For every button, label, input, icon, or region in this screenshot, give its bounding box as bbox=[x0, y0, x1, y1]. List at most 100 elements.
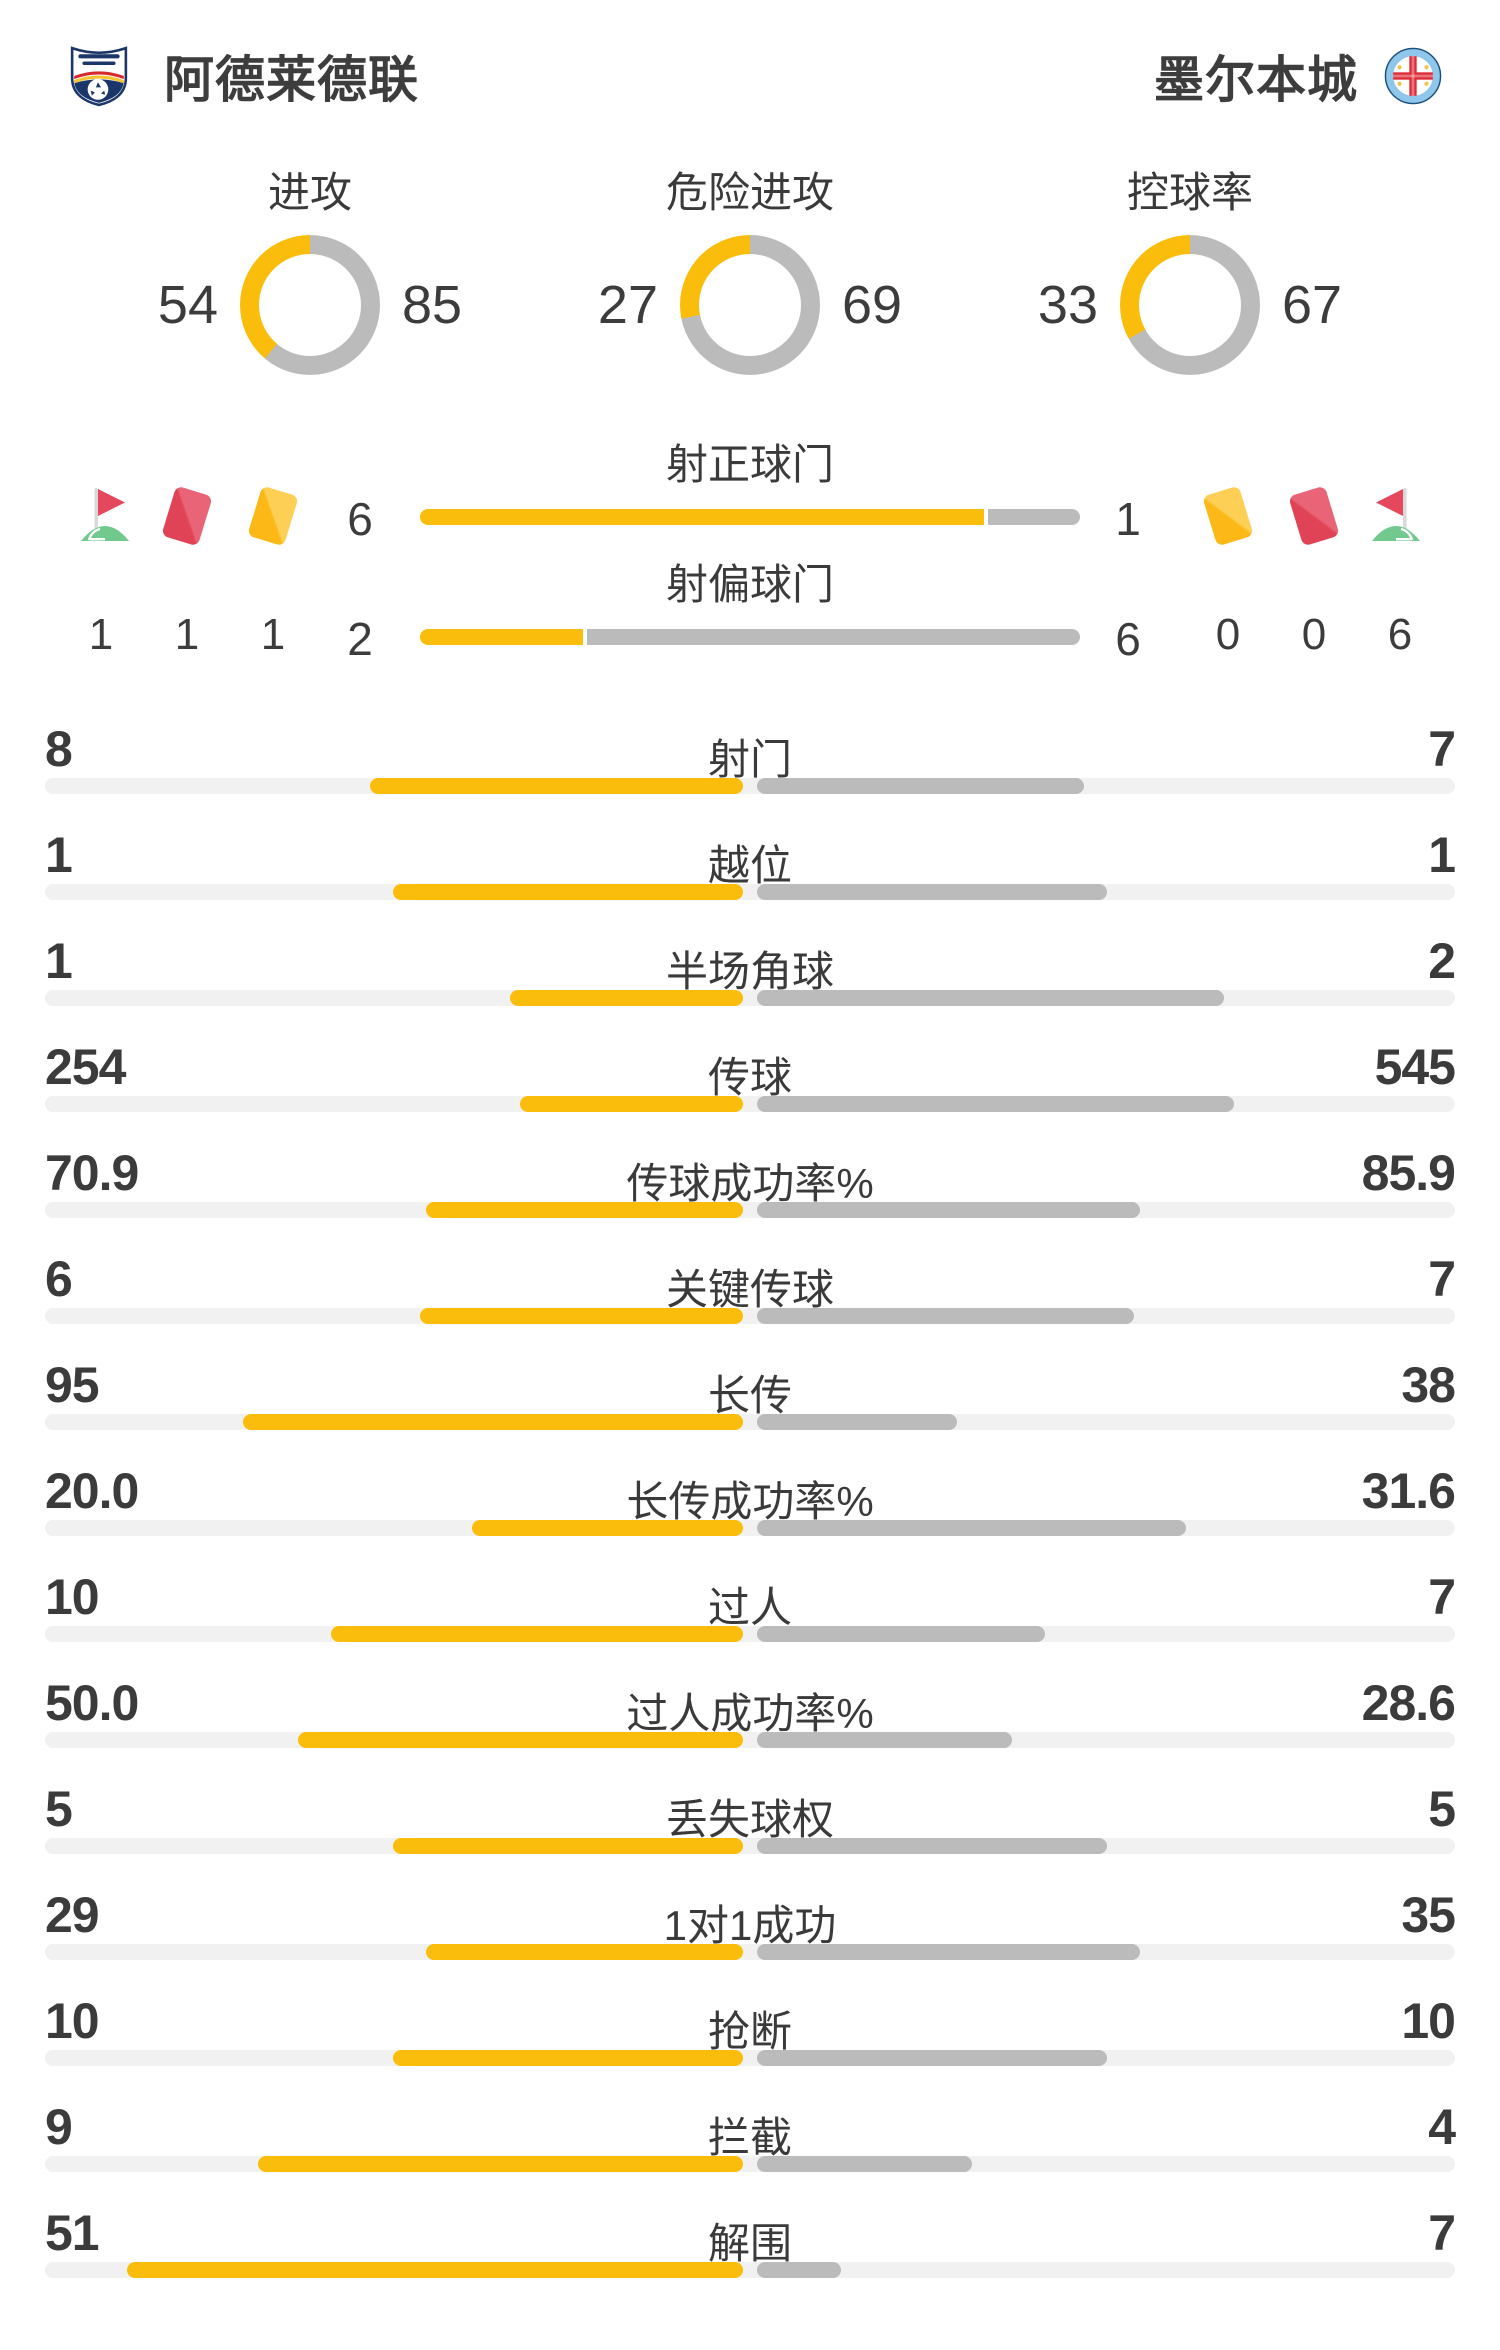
home-bar-segment bbox=[520, 1096, 743, 1112]
stat-row: 10 抢断 10 bbox=[0, 1978, 1500, 2084]
stat-row: 29 1对1成功 35 bbox=[0, 1872, 1500, 1978]
stat-bar-track bbox=[45, 1944, 1455, 1960]
stat-away-value: 4 bbox=[1428, 2099, 1456, 2155]
home-team-header: 阿德莱德联 bbox=[70, 40, 419, 112]
donut-row: 33 67 bbox=[1010, 232, 1370, 378]
stat-label: 长传成功率% bbox=[626, 1478, 874, 1525]
stat-away-value: 38 bbox=[1401, 1357, 1456, 1413]
donut-block-attacks: 进攻 54 85 bbox=[90, 168, 530, 378]
home-bar-segment bbox=[393, 1838, 743, 1854]
stat-away-value: 10 bbox=[1401, 1993, 1456, 2049]
attacks-donut-chart bbox=[240, 235, 380, 375]
stat-bar-track bbox=[45, 2050, 1455, 2066]
donut-title: 控球率 bbox=[1126, 169, 1253, 216]
stat-label: 传球 bbox=[707, 1054, 792, 1101]
stat-home-value: 9 bbox=[45, 2099, 73, 2155]
home-bar-segment bbox=[425, 1944, 743, 1960]
home-bar-segment bbox=[419, 1308, 743, 1324]
away-cards-values: 0 0 6 bbox=[1200, 610, 1428, 660]
stat-row: 6 关键传球 7 bbox=[0, 1236, 1500, 1342]
stat-row: 95 长传 38 bbox=[0, 1342, 1500, 1448]
home-yellow-cards-value: 1 bbox=[260, 610, 286, 659]
possession-donut-chart bbox=[1120, 235, 1260, 375]
stat-label: 解围 bbox=[707, 2220, 792, 2267]
home-bar-segment bbox=[420, 509, 984, 525]
dangerous-attacks-donut-chart bbox=[680, 235, 820, 375]
stat-bar-track bbox=[45, 1732, 1455, 1748]
home-bar-segment bbox=[393, 884, 743, 900]
stat-label: 拦截 bbox=[707, 2114, 792, 2161]
home-bar-segment bbox=[420, 629, 583, 645]
home-bar-segment bbox=[258, 2156, 743, 2172]
stat-home-value: 95 bbox=[45, 1357, 100, 1413]
stat-row: 1 越位 1 bbox=[0, 812, 1500, 918]
stat-label: 传球成功率% bbox=[626, 1160, 874, 1207]
stat-home-value: 29 bbox=[45, 1887, 100, 1943]
away-bar-segment bbox=[757, 1944, 1140, 1960]
away-team-header: 墨尔本城 bbox=[1154, 40, 1442, 112]
home-team-logo-icon bbox=[70, 46, 128, 107]
yellow-card-icon bbox=[245, 484, 301, 548]
shots-on-target-bar bbox=[420, 509, 1080, 525]
home-bar-segment bbox=[331, 1626, 743, 1642]
stat-label: 抢断 bbox=[707, 2008, 792, 2055]
away-red-cards-value: 0 bbox=[1301, 610, 1327, 659]
stat-row: 50.0 过人成功率% 28.6 bbox=[0, 1660, 1500, 1766]
stat-bar-track bbox=[45, 1520, 1455, 1536]
corner-flag-icon bbox=[1372, 484, 1428, 548]
away-bar-segment bbox=[987, 509, 1080, 525]
stat-bar-track bbox=[45, 990, 1455, 1006]
stats-list: 8 射门 7 1 越位 1 1 半场角球 2 254 传球 5 4 bbox=[0, 706, 1500, 2296]
away-bar-segment bbox=[757, 2050, 1107, 2066]
stat-away-value: 7 bbox=[1428, 1569, 1456, 1625]
donut-home-value: 27 bbox=[597, 275, 658, 335]
stat-away-value: 35 bbox=[1401, 1887, 1456, 1943]
stat-row: 51 解围 7 bbox=[0, 2190, 1500, 2296]
donut-home-value: 54 bbox=[157, 275, 218, 335]
home-bar-segment bbox=[369, 778, 743, 794]
away-bar-segment bbox=[587, 629, 1080, 645]
away-bar-segment bbox=[757, 1838, 1107, 1854]
stat-label: 射门 bbox=[707, 736, 792, 783]
donut-home-value: 33 bbox=[1037, 275, 1098, 335]
stat-bar-track bbox=[45, 1626, 1455, 1642]
home-team-name: 阿德莱德联 bbox=[164, 52, 419, 108]
stat-away-value: 2 bbox=[1428, 933, 1456, 989]
stat-bar-track bbox=[45, 1838, 1455, 1854]
home-red-cards-value: 1 bbox=[174, 610, 200, 659]
home-bar-segment bbox=[393, 2050, 743, 2066]
red-card-icon bbox=[1286, 484, 1342, 548]
stat-home-value: 20.0 bbox=[45, 1463, 139, 1519]
stat-row: 8 射门 7 bbox=[0, 706, 1500, 812]
stat-home-value: 1 bbox=[45, 827, 73, 883]
team-header: 阿德莱德联 墨尔本城 bbox=[0, 40, 1500, 110]
stat-label: 丢失球权 bbox=[665, 1796, 834, 1843]
stat-label: 过人 bbox=[707, 1584, 792, 1631]
away-cards-icons bbox=[1200, 484, 1428, 548]
stat-away-value: 28.6 bbox=[1361, 1675, 1456, 1731]
home-bar-segment bbox=[297, 1732, 743, 1748]
stat-away-value: 545 bbox=[1374, 1039, 1456, 1095]
donut-away-value: 85 bbox=[402, 275, 463, 335]
stat-home-value: 254 bbox=[45, 1039, 126, 1095]
stat-away-value: 7 bbox=[1428, 1251, 1456, 1307]
stat-home-value: 8 bbox=[45, 721, 73, 777]
away-bar-segment bbox=[757, 778, 1084, 794]
donut-block-dangerous-attacks: 危险进攻 27 69 bbox=[530, 168, 970, 378]
stat-row: 254 传球 545 bbox=[0, 1024, 1500, 1130]
stat-bar-track bbox=[45, 2156, 1455, 2172]
stat-home-value: 6 bbox=[45, 1251, 73, 1307]
away-bar-segment bbox=[757, 884, 1107, 900]
away-bar-segment bbox=[757, 1202, 1141, 1218]
home-bar-segment bbox=[426, 1202, 743, 1218]
stat-away-value: 5 bbox=[1428, 1781, 1456, 1837]
donut-block-possession: 控球率 33 67 bbox=[970, 168, 1410, 378]
stat-row: 20.0 长传成功率% 31.6 bbox=[0, 1448, 1500, 1554]
stat-label: 越位 bbox=[707, 842, 792, 889]
stat-away-value: 1 bbox=[1428, 827, 1456, 883]
away-bar-segment bbox=[757, 990, 1224, 1006]
stat-label: 半场角球 bbox=[665, 948, 834, 995]
away-bar-segment bbox=[757, 1626, 1046, 1642]
stat-away-value: 7 bbox=[1428, 2205, 1456, 2261]
home-bar-segment bbox=[471, 1520, 743, 1536]
